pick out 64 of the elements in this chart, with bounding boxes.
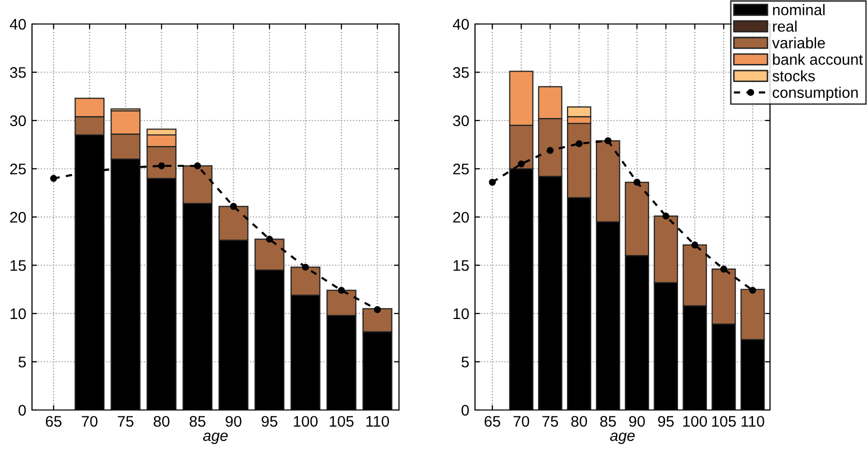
point [194, 162, 201, 170]
point [50, 174, 58, 182]
legend-label: variable [772, 37, 825, 48]
x-tick-label: 90 [629, 416, 645, 427]
point [633, 178, 640, 186]
x-axis-title: age [203, 432, 228, 444]
point [266, 236, 273, 243]
y-tick-label: 25 [453, 164, 469, 174]
x-tick-label: 80 [571, 416, 588, 427]
y-tick-label: 40 [10, 18, 26, 30]
y-tick-label: 0 [462, 404, 469, 416]
point [374, 306, 381, 314]
point [720, 266, 728, 273]
point [576, 140, 583, 148]
y-tick-label: 15 [454, 260, 469, 271]
y-tick-label: 30 [10, 115, 26, 126]
point [488, 178, 496, 186]
x-tick-label: 65 [484, 416, 500, 427]
y-tick-label: 20 [453, 212, 469, 223]
x-tick-label: 75 [118, 416, 134, 427]
y-tick-label: 40 [452, 18, 469, 30]
point [518, 160, 525, 168]
point [338, 286, 345, 294]
x-tick-label: 90 [226, 416, 242, 427]
legend-label: bank account [773, 54, 863, 65]
legend-label: stocks [772, 70, 815, 82]
y-tick-label: 10 [10, 308, 26, 320]
point [302, 264, 309, 271]
x-tick-label: 110 [742, 416, 764, 427]
x-axis-title: age [610, 432, 635, 444]
legend-label: nominal [773, 4, 825, 16]
point [749, 286, 756, 294]
y-tick-label: 20 [10, 212, 26, 223]
x-tick-label: 95 [658, 416, 674, 427]
y-tick-label: 10 [454, 308, 469, 320]
y-tick-label: 30 [453, 115, 469, 126]
x-tick-label: 85 [190, 416, 206, 427]
x-tick-label: 100 [683, 416, 707, 427]
point [691, 242, 698, 248]
point [230, 202, 237, 210]
legend-label: consumption [772, 86, 858, 101]
x-tick-label: 105 [330, 416, 354, 427]
x-tick-label: 105 [712, 416, 736, 427]
x-tick-label: 95 [262, 416, 278, 427]
x-tick-label: 70 [82, 416, 98, 427]
y-tick-label: 5 [18, 356, 26, 368]
legend-label: real [773, 20, 797, 32]
x-tick-label: 65 [46, 416, 62, 427]
y-tick-label: 15 [10, 260, 26, 271]
x-tick-label: 70 [514, 416, 530, 427]
point [158, 162, 165, 170]
x-tick-label: 110 [366, 416, 389, 427]
x-tick-label: 75 [542, 416, 558, 427]
x-tick-label: 80 [154, 416, 170, 427]
x-tick-label: 100 [294, 416, 318, 427]
point [662, 212, 670, 220]
point [546, 146, 554, 154]
y-tick-label: 35 [453, 67, 469, 78]
y-tick-label: 5 [462, 356, 469, 368]
y-tick-label: 25 [10, 164, 26, 174]
point [604, 137, 612, 144]
y-tick-label: 35 [10, 67, 26, 78]
y-tick-label: 0 [18, 404, 26, 416]
x-tick-label: 85 [600, 416, 616, 427]
